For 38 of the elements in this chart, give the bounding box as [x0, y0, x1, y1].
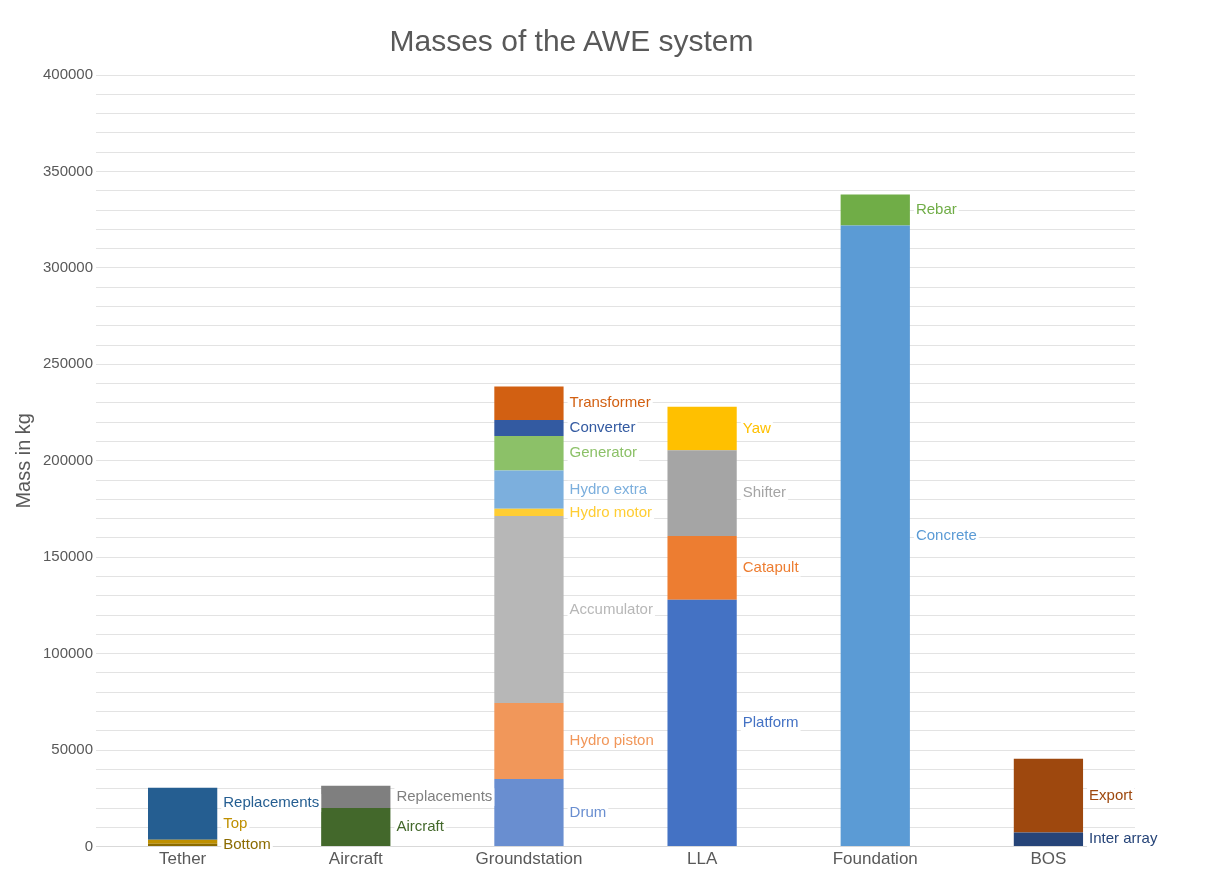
series-label: Drum	[569, 802, 607, 820]
series-label: Generator	[569, 443, 638, 461]
x-tick-label: LLA	[686, 849, 718, 869]
x-tick-label: BOS	[1030, 849, 1067, 869]
series-label: Hydro extra	[569, 479, 648, 497]
series-label: Converter	[569, 418, 636, 436]
y-axis-title: Mass in kg	[11, 413, 34, 509]
series-label: Catapult	[742, 558, 800, 575]
series-label: Bottom	[223, 835, 271, 853]
y-tick-label: 150000	[42, 547, 94, 565]
y-tick-label: 50000	[51, 740, 94, 758]
series-label: Replacements	[223, 793, 320, 811]
y-tick-label: 250000	[42, 354, 94, 372]
series-label: Hydro piston	[569, 731, 654, 749]
series-label: Accumulator	[569, 599, 653, 617]
series-label: Inter array	[1089, 829, 1158, 847]
x-tick-label: Groundstation	[475, 849, 583, 869]
series-label: Aircraft	[396, 817, 445, 835]
series-label: Top	[223, 814, 248, 832]
y-tick-label: 400000	[42, 65, 94, 83]
series-label: Shifter	[742, 483, 787, 501]
series-label: Yaw	[742, 418, 771, 436]
series-label: Export	[1089, 785, 1134, 803]
x-tick-label: Foundation	[832, 849, 918, 869]
y-tick-label: 300000	[42, 258, 94, 276]
y-tick-label: 200000	[42, 450, 94, 468]
series-label: Platform	[742, 713, 799, 731]
y-tick-label: 100000	[42, 643, 94, 661]
series-label: Replacements	[396, 787, 493, 805]
y-tick-label: 0	[84, 836, 94, 854]
series-label: Rebar	[915, 200, 957, 218]
series-label: Hydro motor	[569, 502, 653, 520]
x-tick-label: Aircraft	[328, 849, 383, 869]
x-tick-label: Tether	[159, 849, 207, 869]
series-label: Transformer	[569, 393, 651, 411]
series-label: Concrete	[915, 525, 977, 543]
chart-title: Masses of the AWE system	[389, 24, 754, 58]
y-tick-label: 350000	[42, 161, 94, 179]
